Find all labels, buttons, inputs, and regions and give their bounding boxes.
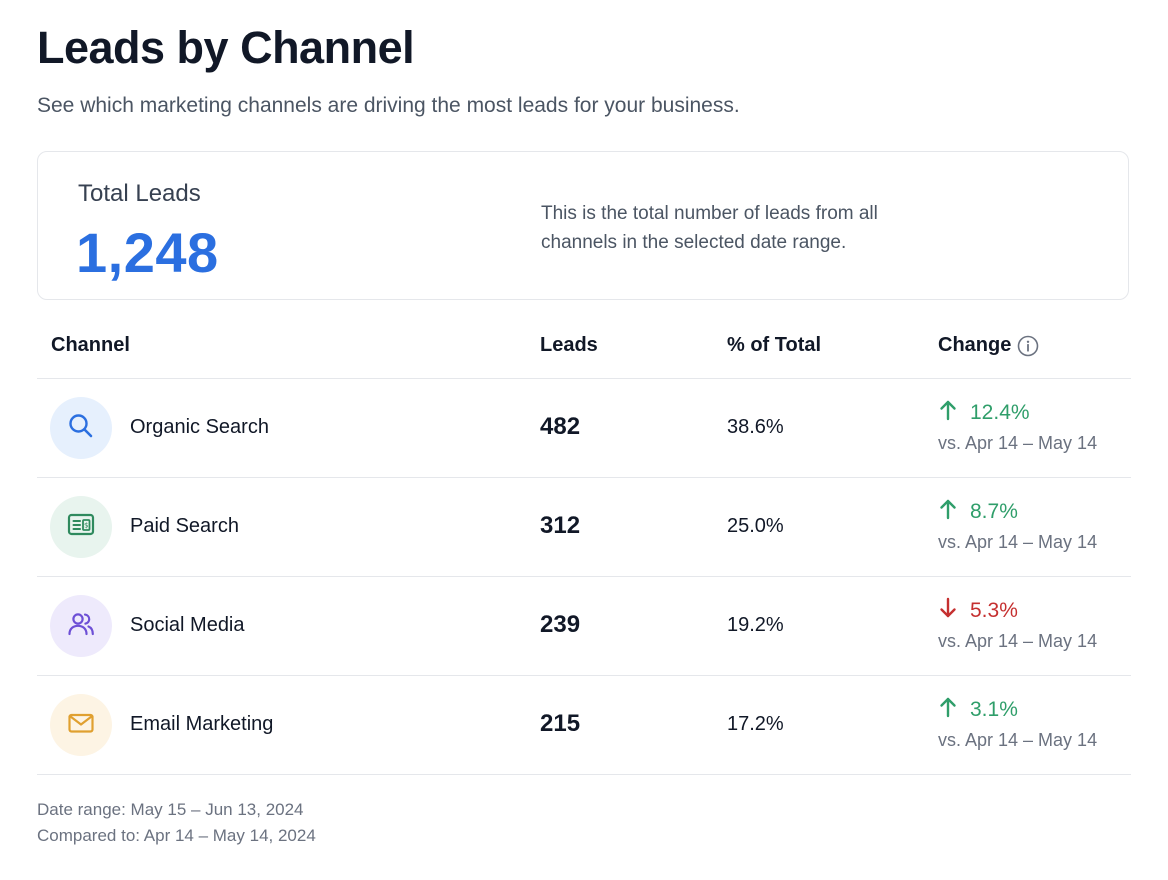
column-header-change: Change — [938, 334, 1039, 357]
column-header-leads-label: Leads — [540, 334, 598, 356]
change-value: 5.3% — [938, 597, 1018, 625]
mail-icon — [66, 708, 96, 743]
change-comparison: vs. Apr 14 – May 14 — [938, 730, 1098, 750]
channel-name: Email Marketing — [130, 713, 274, 735]
paid-search-icon-badge: $ — [50, 496, 112, 558]
total-leads-card: Total Leads 1,248 This is the total numb… — [37, 151, 1129, 300]
total-leads-value: 1,248 — [76, 221, 219, 284]
page-subtitle: See which marketing channels are driving… — [37, 94, 740, 117]
column-header-change-label: Change — [938, 334, 1012, 356]
change-percent: 5.3% — [970, 599, 1018, 622]
change-comparison: vs. Apr 14 – May 14 — [938, 433, 1098, 453]
arrow-down-icon — [938, 597, 970, 625]
arrow-up-icon — [938, 498, 970, 526]
change-value: 8.7% — [938, 498, 1018, 526]
page-title: Leads by Channel — [37, 22, 415, 73]
leads-value: 482 — [540, 413, 581, 440]
pct-of-total: 38.6% — [727, 416, 784, 438]
table-row[interactable]: Social Media 239 19.2% 5.3% vs. Apr 14 –… — [37, 577, 1131, 676]
ad-icon: $ — [66, 510, 96, 545]
table-row[interactable]: Organic Search 482 38.6% 12.4% vs. Apr 1… — [37, 379, 1131, 478]
column-header-channel: Channel — [51, 334, 130, 357]
column-header-channel-label: Channel — [51, 334, 130, 356]
search-icon — [66, 411, 96, 446]
table-row[interactable]: Email Marketing 215 17.2% 3.1% vs. Apr 1… — [37, 676, 1131, 775]
compared-to-text: Compared to: Apr 14 – May 14, 2024 — [37, 826, 316, 845]
table-row[interactable]: $ Paid Search 312 25.0% 8.7% vs. Apr 14 … — [37, 478, 1131, 577]
table-header: Channel Leads % of Total Change — [37, 320, 1131, 379]
svg-text:$: $ — [84, 521, 88, 529]
social-media-icon-badge — [50, 595, 112, 657]
users-icon — [66, 609, 96, 644]
arrow-up-icon — [938, 696, 970, 724]
info-icon[interactable] — [1017, 335, 1039, 357]
change-value: 3.1% — [938, 696, 1018, 724]
pct-of-total: 25.0% — [727, 515, 784, 537]
leads-value: 312 — [540, 512, 581, 539]
date-range-footer: Date range: May 15 – Jun 13, 2024 Compar… — [37, 797, 316, 849]
change-percent: 8.7% — [970, 500, 1018, 523]
channel-name: Paid Search — [130, 515, 239, 537]
total-leads-label: Total Leads — [78, 180, 201, 207]
column-header-pct-label: % of Total — [727, 334, 822, 356]
organic-search-icon-badge — [50, 397, 112, 459]
pct-of-total: 17.2% — [727, 713, 784, 735]
leads-value: 215 — [540, 710, 581, 737]
arrow-up-icon — [938, 399, 970, 427]
change-comparison: vs. Apr 14 – May 14 — [938, 631, 1098, 651]
change-percent: 12.4% — [970, 401, 1030, 424]
total-leads-description: This is the total number of leads from a… — [541, 203, 878, 253]
leads-value: 239 — [540, 611, 581, 638]
change-value: 12.4% — [938, 399, 1030, 427]
channel-name: Social Media — [130, 614, 245, 636]
channel-table: Channel Leads % of Total Change — [37, 320, 1131, 775]
date-range-text: Date range: May 15 – Jun 13, 2024 — [37, 800, 304, 819]
email-marketing-icon-badge — [50, 694, 112, 756]
change-comparison: vs. Apr 14 – May 14 — [938, 532, 1098, 552]
column-header-leads: Leads — [540, 334, 598, 357]
channel-name: Organic Search — [130, 416, 269, 438]
column-header-pct: % of Total — [727, 334, 821, 357]
change-percent: 3.1% — [970, 698, 1018, 721]
pct-of-total: 19.2% — [727, 614, 784, 636]
